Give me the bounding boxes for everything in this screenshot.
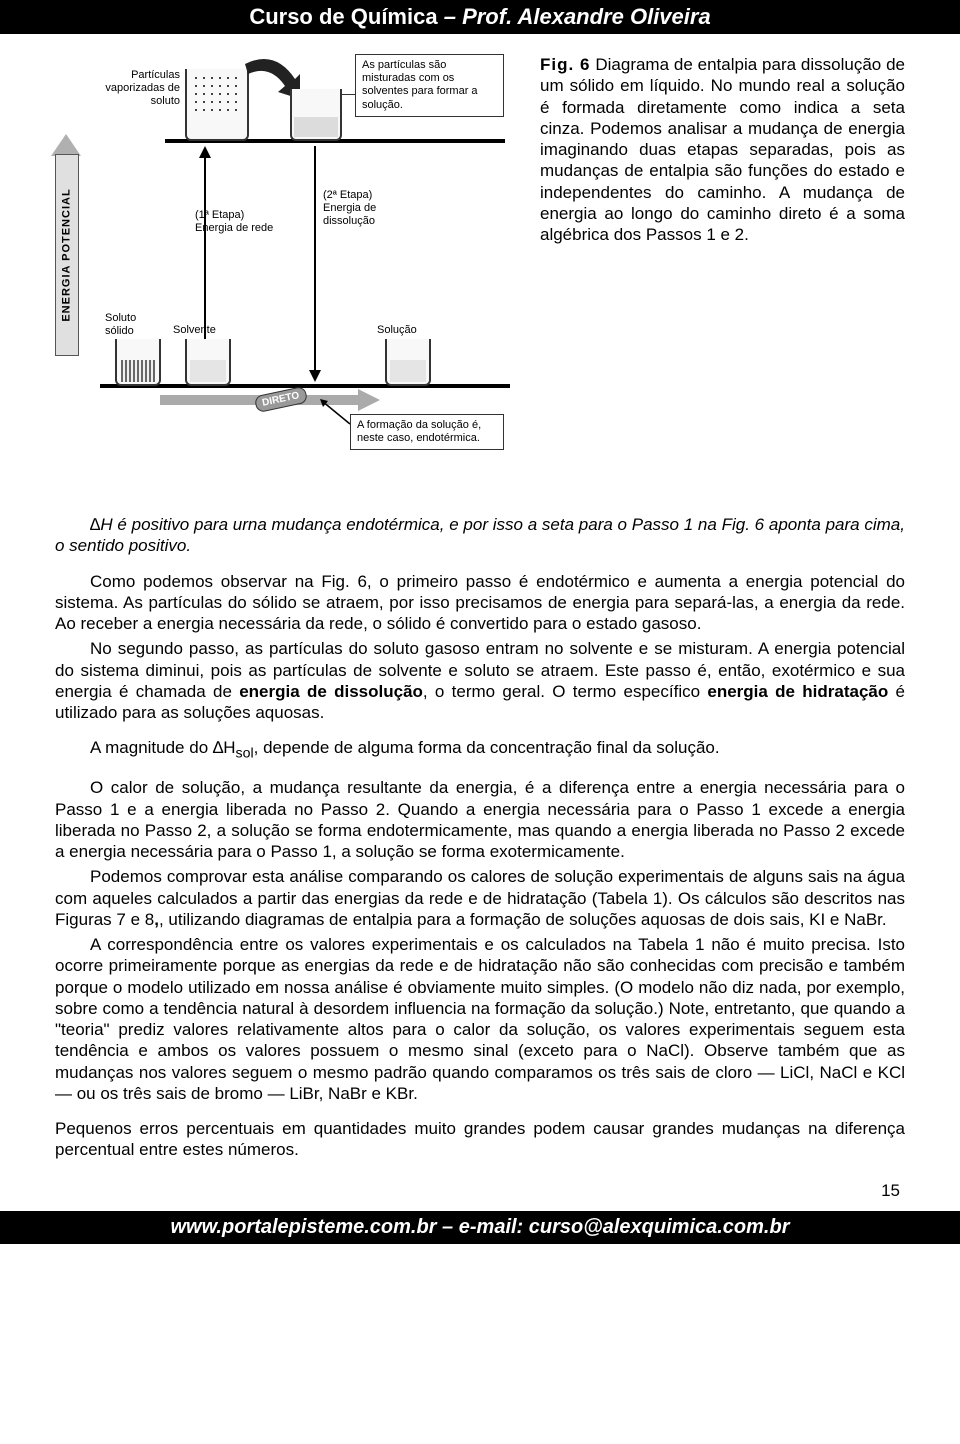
header-prof: Prof. Alexandre Oliveira — [462, 4, 711, 29]
leader-line-icon — [320, 399, 350, 429]
para-second-step: No segundo passo, as partículas do solut… — [55, 638, 905, 723]
vapor-particles-icon — [192, 74, 242, 114]
beaker-solvente — [185, 339, 231, 386]
label-solvente: Solvente — [173, 324, 233, 337]
beaker-mix — [290, 89, 342, 141]
label-solucao: Solução — [377, 324, 437, 337]
leader-line — [340, 94, 355, 95]
footer-site: www.portalepisteme.com.br — [171, 1216, 437, 1238]
header-course: Curso de Química — [249, 4, 437, 29]
para-comprovar: Podemos comprovar esta análise comparand… — [55, 866, 905, 930]
info-box-mix: As partículas são misturadas com os solv… — [355, 54, 504, 117]
para-magnitude: A magnitude do ∆Hsol, depende de alguma … — [55, 737, 905, 763]
body-text: ∆H é positivo para urna mudança endotérm… — [55, 514, 905, 1161]
figure-row: ENERGIA POTENCIAL Partículas vaporizadas… — [55, 54, 905, 484]
beaker-soluto-solido — [115, 339, 161, 386]
enthalpy-diagram: ENERGIA POTENCIAL Partículas vaporizadas… — [55, 54, 525, 484]
label-vapor: Partículas vaporizadas de soluto — [90, 69, 180, 109]
energy-axis: ENERGIA POTENCIAL — [55, 154, 79, 356]
beaker-solucao — [385, 339, 431, 386]
para-heat-solution: O calor de solução, a mudança resultante… — [55, 777, 905, 862]
page-content: ENERGIA POTENCIAL Partículas vaporizadas… — [0, 34, 960, 1211]
figure-caption: Fig. 6 Diagrama de entalpia para dissolu… — [540, 54, 905, 484]
para-deltaH-positive: ∆H é positivo para urna mudança endotérm… — [55, 514, 905, 557]
footer-sep: – — [437, 1216, 459, 1238]
info-box-endothermic: A formação da solução é, neste caso, end… — [350, 414, 504, 450]
page-number: 15 — [55, 1181, 905, 1201]
fig-label: Fig. 6 — [540, 55, 591, 74]
page-footer: www.portalepisteme.com.br – e-mail: curs… — [0, 1211, 960, 1244]
energy-arrowhead-icon — [51, 134, 81, 156]
energy-axis-label: ENERGIA POTENCIAL — [61, 188, 73, 321]
header-sep: – — [438, 4, 462, 29]
para-observe: Como podemos observar na Fig. 6, o prime… — [55, 571, 905, 635]
lower-energy-level — [100, 384, 510, 388]
step2-arrow-icon — [305, 146, 325, 382]
footer-email: curso@alexquimica.com.br — [529, 1216, 790, 1238]
label-step2: (2ª Etapa) Energia de dissolução — [323, 189, 418, 229]
para-correspondence: A correspondência entre os valores exper… — [55, 934, 905, 1104]
para-errors: Pequenos erros percentuais em quantidade… — [55, 1118, 905, 1161]
footer-email-label: e-mail: — [459, 1216, 529, 1238]
page-header: Curso de Química – Prof. Alexandre Olive… — [0, 0, 960, 34]
label-soluto-solido: Soluto sólido — [105, 312, 165, 338]
fig-caption-text: Diagrama de entalpia para dissolução de … — [540, 55, 905, 244]
label-step1: (1ª Etapa) Energia de rede — [195, 209, 285, 235]
